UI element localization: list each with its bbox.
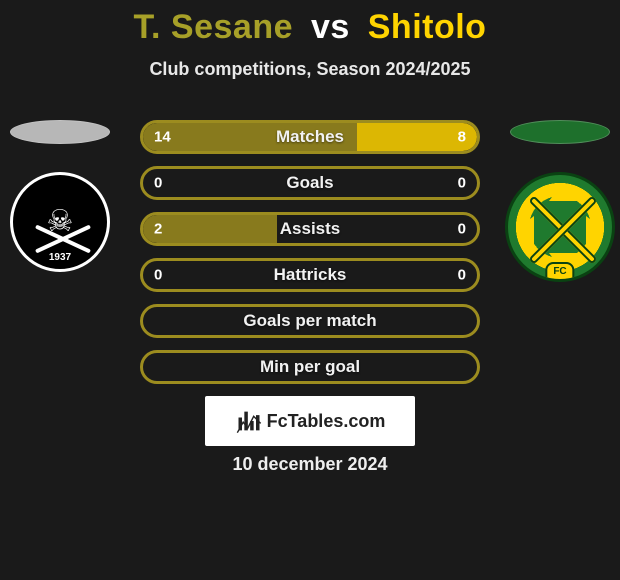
stats-bars: Matches148 Goals00 Assists20 Hattricks00 Goa… bbox=[140, 120, 480, 396]
arrowhead-icon bbox=[586, 216, 604, 244]
stat-row: Min per goal bbox=[140, 350, 480, 384]
player1-name: T. Sesane bbox=[134, 8, 293, 46]
vs-label: vs bbox=[311, 8, 350, 46]
stat-bar-fill-right bbox=[357, 123, 477, 151]
club-badge-pirates: ☠ 1937 bbox=[10, 172, 110, 272]
stat-bar-fill-left bbox=[143, 215, 277, 243]
left-badge-column: ☠ 1937 bbox=[0, 120, 120, 272]
stat-row: Assists20 bbox=[140, 212, 480, 246]
stat-bar-track bbox=[140, 258, 480, 292]
badge-year: 1937 bbox=[49, 252, 71, 263]
stat-row: Matches148 bbox=[140, 120, 480, 154]
brand-logo-box: FcTables.com bbox=[205, 396, 415, 446]
arrowhead-icon bbox=[549, 183, 577, 201]
marker-shadow-left bbox=[10, 120, 110, 144]
right-badge-column: FC bbox=[500, 120, 620, 282]
club-badge-arrows: FC bbox=[505, 172, 615, 282]
stat-bar-track bbox=[140, 120, 480, 154]
stat-bar-track bbox=[140, 350, 480, 384]
page-title: T. Sesane vs Shitolo bbox=[0, 0, 620, 47]
badge-fc-label: FC bbox=[545, 262, 574, 281]
stat-row: Goals00 bbox=[140, 166, 480, 200]
stat-bar-track bbox=[140, 166, 480, 200]
infographic-root: T. Sesane vs Shitolo Club competitions, … bbox=[0, 0, 620, 580]
stat-bar-track bbox=[140, 304, 480, 338]
player2-name: Shitolo bbox=[368, 8, 487, 46]
stat-bar-track bbox=[140, 212, 480, 246]
footer-date: 10 december 2024 bbox=[232, 454, 387, 475]
bar-chart-icon bbox=[235, 407, 263, 435]
stat-bar-fill-left bbox=[143, 123, 357, 151]
brand-text: FcTables.com bbox=[267, 411, 386, 432]
marker-shadow-right bbox=[510, 120, 610, 144]
arrowhead-icon bbox=[516, 216, 534, 244]
stat-row: Goals per match bbox=[140, 304, 480, 338]
subtitle: Club competitions, Season 2024/2025 bbox=[0, 59, 620, 80]
stat-row: Hattricks00 bbox=[140, 258, 480, 292]
